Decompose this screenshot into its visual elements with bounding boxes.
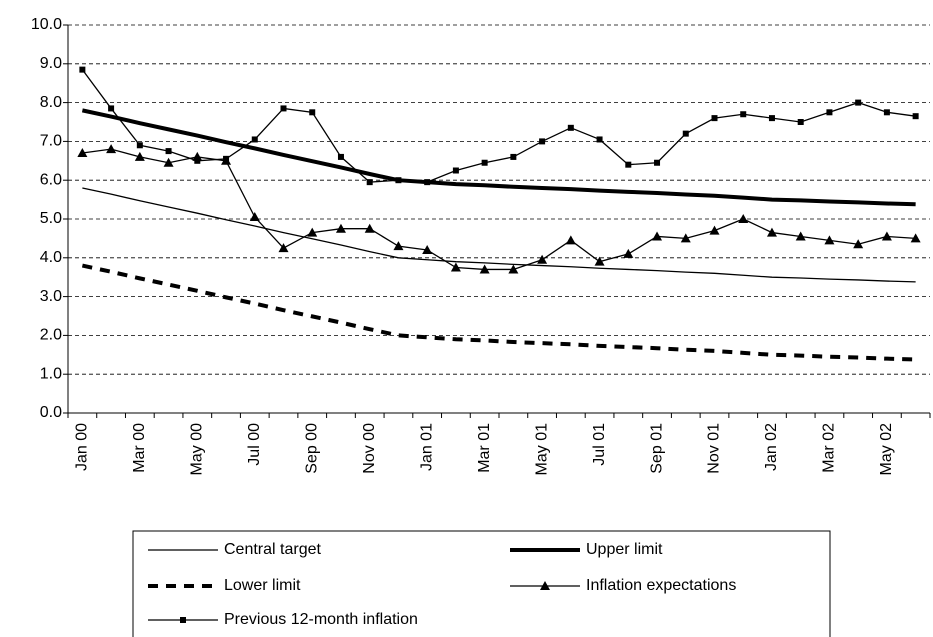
x-tick-label: Mar 00 bbox=[131, 423, 148, 473]
marker bbox=[424, 179, 431, 186]
marker bbox=[194, 157, 201, 164]
x-tick-label: Jan 00 bbox=[74, 423, 91, 471]
x-tick-label: May 02 bbox=[878, 423, 895, 476]
x-tick-label: Mar 01 bbox=[476, 423, 493, 473]
marker bbox=[251, 136, 258, 143]
series-line bbox=[82, 148, 916, 271]
marker bbox=[709, 225, 720, 235]
series-line bbox=[81, 108, 916, 207]
marker bbox=[682, 130, 689, 137]
marker bbox=[108, 105, 115, 112]
marker bbox=[395, 177, 402, 184]
y-tick-label: 3.0 bbox=[40, 288, 62, 305]
x-tick-label: Jan 02 bbox=[763, 423, 780, 471]
marker bbox=[422, 245, 433, 255]
marker bbox=[309, 109, 316, 116]
marker bbox=[654, 159, 661, 166]
marker bbox=[539, 138, 546, 145]
marker bbox=[106, 144, 117, 154]
x-tick-label: Mar 02 bbox=[821, 423, 838, 473]
legend-label: Previous 12-month inflation bbox=[224, 611, 418, 628]
x-tick-label: May 00 bbox=[189, 423, 206, 476]
marker bbox=[680, 233, 691, 243]
marker bbox=[768, 115, 775, 122]
x-tick-label: Sep 00 bbox=[303, 423, 320, 474]
marker bbox=[481, 159, 488, 166]
y-tick-label: 2.0 bbox=[40, 327, 62, 344]
marker bbox=[163, 157, 174, 167]
marker bbox=[278, 243, 289, 253]
legend-label: Lower limit bbox=[224, 577, 301, 594]
marker bbox=[134, 151, 145, 161]
x-tick-label: Nov 01 bbox=[706, 423, 723, 474]
series-line bbox=[82, 187, 916, 283]
series-line bbox=[81, 263, 916, 362]
marker bbox=[826, 109, 833, 116]
marker bbox=[567, 124, 574, 131]
marker bbox=[223, 155, 230, 162]
y-tick-label: 9.0 bbox=[40, 55, 62, 72]
marker bbox=[508, 264, 519, 274]
x-tick-label: Jan 01 bbox=[418, 423, 435, 471]
marker bbox=[855, 99, 862, 106]
marker bbox=[393, 241, 404, 251]
x-tick-label: Jul 01 bbox=[591, 423, 608, 466]
series-line bbox=[81, 69, 916, 183]
legend-marker bbox=[180, 617, 186, 623]
marker bbox=[766, 227, 777, 237]
marker bbox=[249, 212, 260, 222]
x-tick-label: May 01 bbox=[533, 423, 550, 476]
marker bbox=[596, 136, 603, 143]
y-tick-label: 8.0 bbox=[40, 94, 62, 111]
marker bbox=[136, 142, 143, 149]
marker bbox=[280, 105, 287, 112]
legend-box bbox=[132, 530, 831, 637]
marker bbox=[883, 109, 890, 116]
marker bbox=[79, 66, 86, 73]
marker bbox=[623, 248, 634, 258]
marker bbox=[625, 161, 632, 168]
x-tick-label: Sep 01 bbox=[648, 423, 665, 474]
y-tick-label: 4.0 bbox=[40, 249, 62, 266]
marker bbox=[510, 153, 517, 160]
marker bbox=[594, 256, 605, 266]
marker bbox=[797, 119, 804, 125]
marker bbox=[711, 115, 718, 122]
marker bbox=[165, 148, 172, 155]
y-tick-label: 10.0 bbox=[31, 16, 62, 33]
x-tick-label: Jul 00 bbox=[246, 423, 263, 466]
y-tick-label: 1.0 bbox=[40, 365, 62, 382]
marker bbox=[652, 231, 663, 241]
marker bbox=[364, 223, 375, 233]
marker bbox=[738, 214, 749, 223]
legend-marker bbox=[540, 581, 550, 590]
legend-label: Upper limit bbox=[586, 541, 663, 558]
marker bbox=[366, 179, 373, 186]
marker bbox=[912, 113, 919, 120]
marker bbox=[337, 153, 344, 160]
marker bbox=[450, 262, 461, 272]
legend-label: Inflation expectations bbox=[586, 577, 736, 594]
y-tick-label: 5.0 bbox=[40, 210, 62, 227]
marker bbox=[824, 235, 835, 245]
marker bbox=[795, 231, 806, 241]
y-tick-label: 0.0 bbox=[40, 404, 62, 421]
marker bbox=[740, 111, 747, 118]
marker bbox=[853, 239, 864, 249]
y-tick-label: 7.0 bbox=[40, 133, 62, 150]
marker bbox=[335, 223, 346, 233]
marker bbox=[910, 233, 921, 243]
marker bbox=[479, 264, 490, 274]
x-tick-label: Nov 00 bbox=[361, 423, 378, 474]
marker bbox=[881, 231, 892, 241]
marker bbox=[565, 235, 576, 245]
legend-label: Central target bbox=[224, 541, 321, 558]
marker bbox=[77, 148, 88, 158]
marker bbox=[537, 254, 548, 264]
y-tick-label: 6.0 bbox=[40, 171, 62, 188]
marker bbox=[452, 167, 459, 174]
marker bbox=[307, 227, 318, 237]
